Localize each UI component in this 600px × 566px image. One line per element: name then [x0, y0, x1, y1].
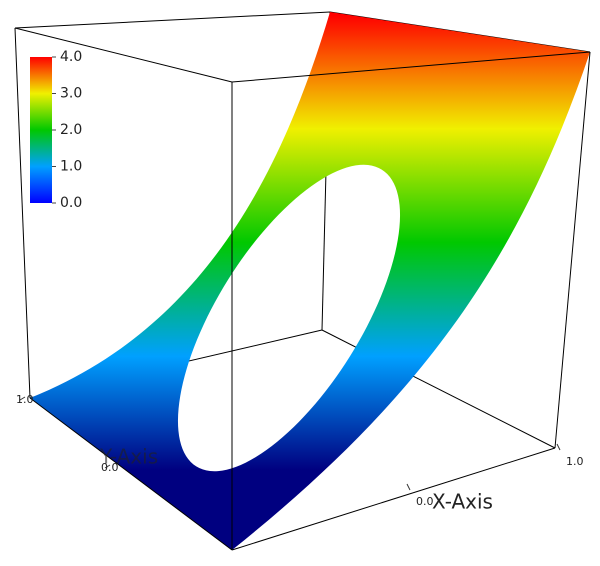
x-tick-label: 0.0	[416, 495, 434, 508]
colorbar-tick-label: 4.0	[60, 49, 82, 65]
colorbar-tick-label: 2.0	[60, 122, 82, 138]
y-tick-label: 0.0	[101, 461, 119, 474]
surface	[30, 12, 590, 550]
y-tick	[104, 464, 111, 469]
x-tick	[406, 483, 411, 491]
x-tick-label: 1.0	[566, 455, 584, 468]
colorbar-tick-label: 1.0	[60, 159, 82, 175]
y-tick	[19, 396, 26, 401]
y-tick-label: 1.0	[16, 393, 34, 406]
colorbar-tick-label: 3.0	[60, 86, 82, 102]
colorbar	[30, 57, 52, 203]
colorbar-tick-label: 0.0	[60, 195, 82, 211]
front-box	[14, 27, 591, 551]
x-tick	[556, 443, 561, 451]
x-axis-label: X-Axis	[432, 490, 493, 514]
y-axis-label: Y-Axis	[99, 445, 158, 469]
